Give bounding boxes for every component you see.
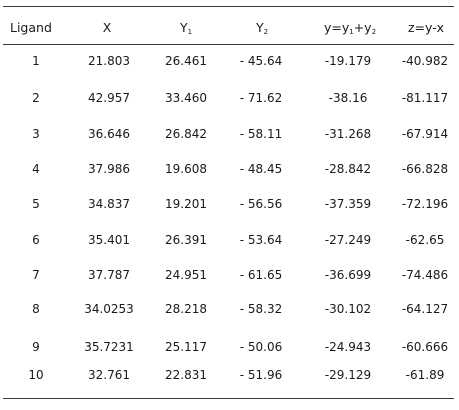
cell-y: -19.179 <box>324 54 372 68</box>
table-row: 9 35.7231 25.117 - 50.06 -24.943 -60.666 <box>0 338 459 356</box>
cell-ligand: 8 <box>32 302 40 316</box>
cell-z: -74.486 <box>401 268 449 282</box>
table-row: 4 37.986 19.608 - 48.45 -28.842 -66.828 <box>0 160 459 178</box>
cell-y: -30.102 <box>324 302 372 316</box>
cell-ligand: 6 <box>32 233 40 247</box>
cell-x: 42.957 <box>88 91 130 105</box>
header-y1: Y1 <box>179 20 193 36</box>
cell-y: -36.699 <box>324 268 372 282</box>
cell-y: -31.268 <box>324 127 372 141</box>
cell-x: 34.837 <box>88 197 130 211</box>
cell-ligand: 7 <box>32 268 40 282</box>
cell-x: 32.761 <box>88 368 130 382</box>
table-row: 1 21.803 26.461 - 45.64 -19.179 -40.982 <box>0 52 459 70</box>
cell-y: -29.129 <box>324 368 372 382</box>
top-rule <box>3 6 454 7</box>
cell-x: 37.986 <box>88 162 130 176</box>
cell-ligand: 4 <box>32 162 40 176</box>
cell-ligand: 5 <box>32 197 40 211</box>
bottom-rule <box>3 398 454 399</box>
cell-z: -61.89 <box>405 368 445 382</box>
cell-z: -64.127 <box>401 302 449 316</box>
cell-y2: - 61.65 <box>239 268 283 282</box>
cell-y1: 33.460 <box>165 91 207 105</box>
table-row: 3 36.646 26.842 - 58.11 -31.268 -67.914 <box>0 125 459 143</box>
cell-y1: 24.951 <box>165 268 207 282</box>
table-row: 7 37.787 24.951 - 61.65 -36.699 -74.486 <box>0 266 459 284</box>
cell-ligand: 2 <box>32 91 40 105</box>
cell-y: -37.359 <box>324 197 372 211</box>
cell-z: -66.828 <box>401 162 449 176</box>
table-row: 10 32.761 22.831 - 51.96 -29.129 -61.89 <box>0 366 459 384</box>
cell-x: 37.787 <box>88 268 130 282</box>
table-row: 2 42.957 33.460 - 71.62 -38.16 -81.117 <box>0 89 459 107</box>
header-ligand: Ligand <box>10 20 52 35</box>
cell-z: -67.914 <box>401 127 449 141</box>
cell-y2: - 58.32 <box>239 302 283 316</box>
cell-y1: 28.218 <box>165 302 207 316</box>
cell-z: -62.65 <box>405 233 445 247</box>
cell-y2: - 45.64 <box>239 54 283 68</box>
cell-y2: - 53.64 <box>239 233 283 247</box>
cell-y: -27.249 <box>324 233 372 247</box>
table-row: 5 34.837 19.201 - 56.56 -37.359 -72.196 <box>0 195 459 213</box>
cell-y: -38.16 <box>328 91 368 105</box>
cell-y1: 25.117 <box>165 340 207 354</box>
cell-y2: - 56.56 <box>239 197 283 211</box>
header-rule <box>3 44 454 45</box>
cell-y1: 26.461 <box>165 54 207 68</box>
cell-x: 21.803 <box>88 54 130 68</box>
cell-z: -40.982 <box>401 54 449 68</box>
cell-x: 34.0253 <box>84 302 134 316</box>
header-y-sum: y=y1+y2 <box>323 20 377 36</box>
cell-z: -81.117 <box>401 91 449 105</box>
cell-y1: 19.201 <box>165 197 207 211</box>
cell-y2: - 58.11 <box>239 127 283 141</box>
cell-x: 36.646 <box>88 127 130 141</box>
cell-y2: - 50.06 <box>239 340 283 354</box>
header-y2: Y2 <box>255 20 269 36</box>
table-row: 6 35.401 26.391 - 53.64 -27.249 -62.65 <box>0 231 459 249</box>
cell-y1: 19.608 <box>165 162 207 176</box>
cell-y2: - 48.45 <box>239 162 283 176</box>
cell-ligand: 1 <box>32 54 40 68</box>
cell-z: -72.196 <box>401 197 449 211</box>
cell-y2: - 51.96 <box>239 368 283 382</box>
cell-y: -24.943 <box>324 340 372 354</box>
cell-z: -60.666 <box>401 340 449 354</box>
cell-ligand: 9 <box>32 340 40 354</box>
cell-y2: - 71.62 <box>239 91 283 105</box>
cell-x: 35.401 <box>88 233 130 247</box>
cell-y1: 26.842 <box>165 127 207 141</box>
header-z-diff: z=y-x <box>407 20 445 35</box>
cell-y: -28.842 <box>324 162 372 176</box>
cell-ligand: 3 <box>32 127 40 141</box>
cell-x: 35.7231 <box>84 340 134 354</box>
cell-y1: 22.831 <box>165 368 207 382</box>
cell-y1: 26.391 <box>165 233 207 247</box>
cell-ligand: 10 <box>28 368 44 382</box>
header-x: X <box>102 20 112 35</box>
table-header-row: Ligand X Y1 Y2 y=y1+y2 z=y-x <box>0 19 459 37</box>
table-row: 8 34.0253 28.218 - 58.32 -30.102 -64.127 <box>0 300 459 318</box>
